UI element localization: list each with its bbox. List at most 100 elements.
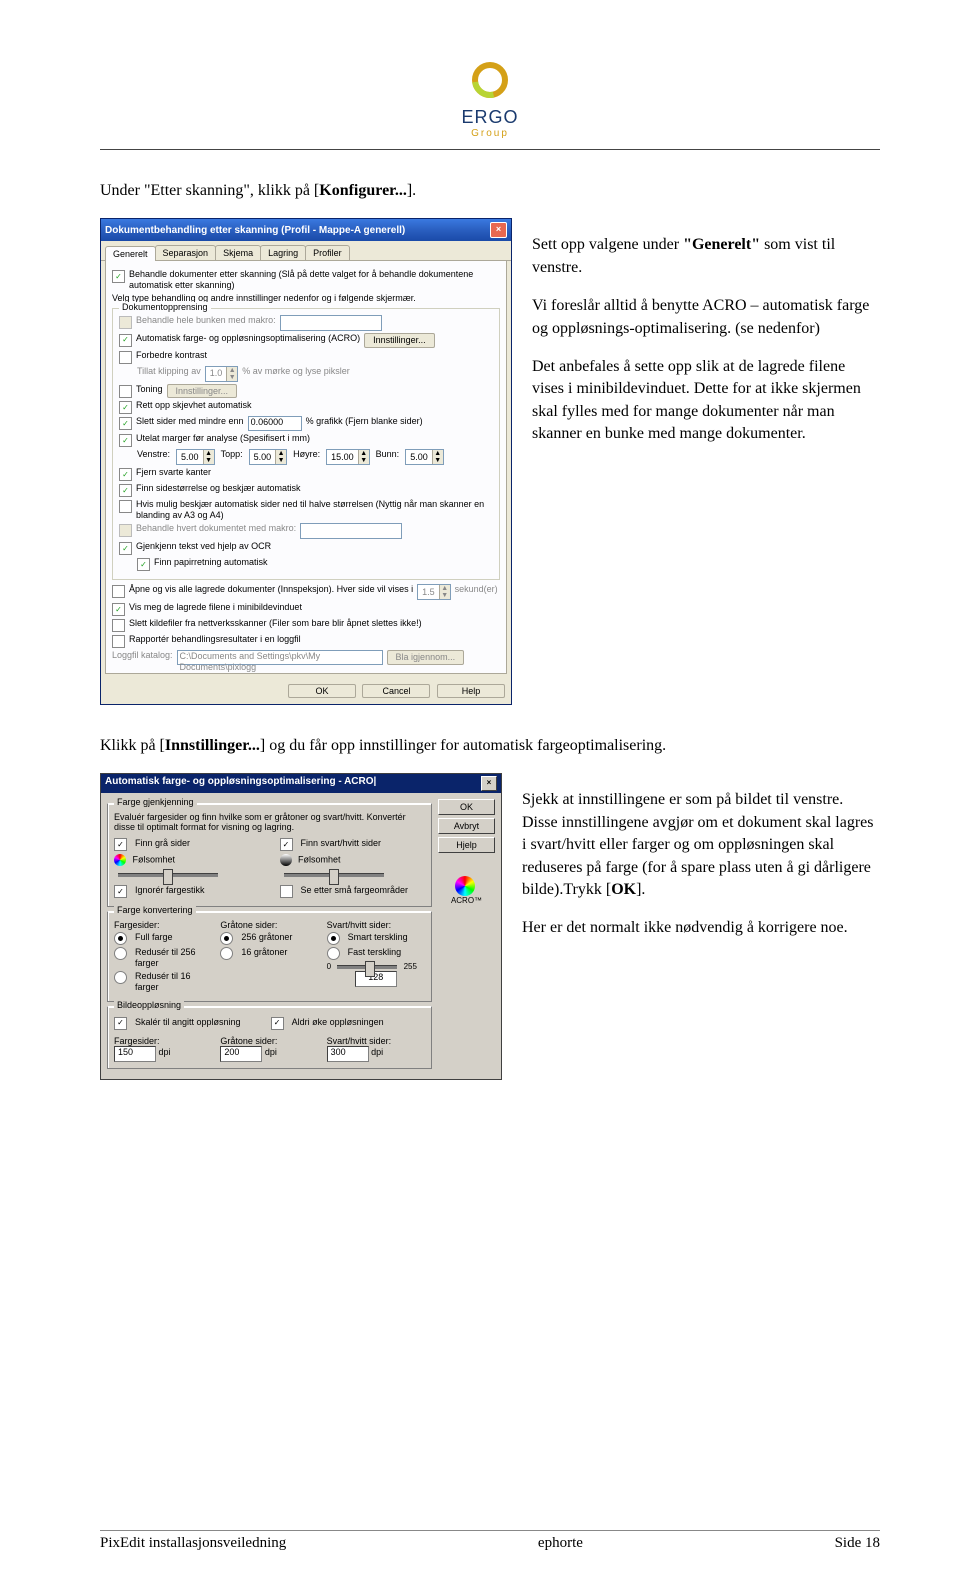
group-konvertering: Farge konvertering Fargesider: Full farg…	[107, 911, 432, 1001]
slider-fols1[interactable]	[114, 869, 260, 879]
slider-fols2[interactable]	[280, 869, 426, 879]
rad-16[interactable]: Redusér til 16 farger	[114, 971, 212, 993]
btn-help[interactable]: Help	[437, 684, 505, 698]
btn-ok2[interactable]: OK	[438, 799, 495, 815]
chk-hvis[interactable]: Hvis mulig beskjær automatisk sider ned …	[119, 499, 493, 521]
dialog1-titlebar: Dokumentbehandling etter skanning (Profi…	[101, 219, 511, 241]
chk-slettkilde[interactable]: Slett kildefiler fra nettverksskanner (F…	[112, 618, 500, 632]
chk-behandle-hvert[interactable]: Behandle hvert dokumentet med makro:	[119, 523, 493, 539]
dpi-sh[interactable]: 300	[327, 1046, 369, 1062]
lbl-farge: Fargesider:	[114, 920, 212, 930]
gjenkj-text: Evaluér fargesider og finn hvilke som er…	[114, 812, 425, 832]
group-dokumentopprensing: Dokumentopprensing Behandle hele bunken …	[112, 308, 500, 580]
right-col-2: Sjekk at innstillingene er som på bildet…	[522, 773, 880, 1079]
dialog1-tabs: Generelt Separasjon Skjema Lagring Profi…	[101, 241, 511, 261]
chk-acro[interactable]: ✓Automatisk farge- og oppløsningsoptimal…	[119, 333, 493, 348]
p-generelt: Sett opp valgene under "Generelt" som vi…	[532, 234, 880, 279]
tab-separasjon[interactable]: Separasjon	[155, 245, 217, 260]
lbl-sh: Svart/hvitt sider:	[327, 920, 425, 930]
dpi-farge[interactable]: 150	[114, 1046, 156, 1062]
row-fols2: Følsomhet	[280, 854, 426, 866]
chk-toning[interactable]: Toning Innstillinger...	[119, 384, 493, 399]
spin-venstre[interactable]: 5.00▲▼	[176, 449, 215, 465]
chk-ocr[interactable]: ✓Gjenkjenn tekst ved hjelp av OCR	[119, 541, 493, 555]
chk-finn-graa[interactable]: ✓Finn grå sider	[114, 838, 260, 851]
terskel-row: 0 255	[327, 962, 425, 971]
btn-ok[interactable]: OK	[288, 684, 356, 698]
rad-full[interactable]: Full farge	[114, 932, 212, 945]
dialog2-side-buttons: OK Avbryt Hjelp ACRO™	[438, 799, 495, 1072]
tab-profiler[interactable]: Profiler	[305, 245, 350, 260]
chk-finn[interactable]: ✓Finn sidestørrelse og beskjær automatis…	[119, 483, 493, 497]
chk-behandle-etter[interactable]: ✓Behandle dokumenter etter skanning (Slå…	[112, 269, 500, 291]
btn-cancel[interactable]: Cancel	[362, 684, 430, 698]
spin-topp[interactable]: 5.00▲▼	[249, 449, 288, 465]
dpi-graa[interactable]: 200	[220, 1046, 262, 1062]
chk-kontrast[interactable]: Forbedre kontrast	[119, 350, 493, 364]
logo-sub: Group	[100, 128, 880, 139]
btn-innstillinger[interactable]: Innstillinger...	[364, 333, 435, 348]
acro-logo: ACRO™	[438, 876, 495, 905]
footer-left: PixEdit installasjonsveiledning	[100, 1535, 286, 1552]
top-divider	[100, 149, 880, 150]
chk-vis[interactable]: ✓Vis meg de lagrede filene i minibildevi…	[112, 602, 500, 616]
input-slett[interactable]: 0.06000	[248, 416, 302, 431]
page-footer: PixEdit installasjonsveiledning ephorte …	[100, 1530, 880, 1552]
terskel-slider[interactable]	[337, 965, 397, 969]
input-logg[interactable]: C:\Documents and Settings\pkv\My Documen…	[177, 650, 383, 665]
chk-skaler[interactable]: ✓Skalér til angitt oppløsning	[114, 1017, 241, 1030]
makro-dropdown[interactable]	[280, 315, 382, 331]
group-opplosning: Bildeoppløsning ✓Skalér til angitt opplø…	[107, 1006, 432, 1069]
chk-fjern[interactable]: ✓Fjern svarte kanter	[119, 467, 493, 481]
chk-papir[interactable]: ✓Finn papirretning automatisk	[137, 557, 493, 571]
p-her: Her er det normalt ikke nødvendig å korr…	[522, 917, 880, 939]
spin-bunn[interactable]: 5.00▲▼	[405, 449, 444, 465]
intro-line: Under "Etter skanning", klikk på [Konfig…	[100, 180, 880, 202]
grey-icon	[280, 854, 292, 866]
chk-apne[interactable]: Åpne og vis alle lagrede dokumenter (Inn…	[112, 584, 500, 600]
chk-behandle-bunke[interactable]: Behandle hele bunken med makro:	[119, 315, 493, 331]
rad-g16[interactable]: 16 gråtoner	[220, 947, 318, 960]
btn-hjelp[interactable]: Hjelp	[438, 837, 495, 853]
spin-sek[interactable]: 1.5▲▼	[417, 584, 451, 600]
rad-fast[interactable]: Fast terskling	[327, 947, 425, 960]
p-sjekk: Sjekk at innstillingene er som på bildet…	[522, 789, 880, 901]
tab-skjema[interactable]: Skjema	[215, 245, 261, 260]
logo-block: ERGO Group	[100, 60, 880, 139]
rad-g256[interactable]: 256 gråtoner	[220, 932, 318, 945]
tab-lagring[interactable]: Lagring	[260, 245, 306, 260]
logo-icon	[470, 60, 510, 100]
spin-hoyre[interactable]: 15.00▲▼	[326, 449, 370, 465]
color-icon	[114, 854, 126, 866]
btn-avbryt[interactable]: Avbryt	[438, 818, 495, 834]
footer-right: Side 18	[835, 1535, 880, 1552]
lbl-farge2: Fargesider:	[114, 1036, 212, 1046]
btn-bla[interactable]: Bla igjennom...	[387, 650, 465, 665]
chk-rapporter[interactable]: Rapportér behandlingsresultater i en log…	[112, 634, 500, 648]
rad-256[interactable]: Redusér til 256 farger	[114, 947, 212, 969]
acro-icon	[455, 876, 475, 896]
dialog1-buttons: OK Cancel Help	[101, 678, 511, 704]
close-icon[interactable]: ×	[490, 222, 507, 238]
chk-slett[interactable]: ✓Slett sider med mindre enn 0.06000 % gr…	[119, 416, 493, 431]
row-fols1: Følsomhet	[114, 854, 260, 866]
btn-toning-innst[interactable]: Innstillinger...	[167, 384, 238, 399]
chk-aldri[interactable]: ✓Aldri øke oppløsningen	[271, 1017, 384, 1030]
makro2-dropdown[interactable]	[300, 523, 402, 539]
chk-se-etter[interactable]: Se etter små fargeområder	[280, 885, 426, 898]
chk-rett[interactable]: ✓Rett opp skjevhet automatisk	[119, 400, 493, 414]
row-margins: Venstre:5.00▲▼ Topp:5.00▲▼ Høyre:15.00▲▼…	[137, 449, 493, 465]
tab-generelt[interactable]: Generelt	[105, 246, 156, 261]
chk-utelat[interactable]: ✓Utelat marger før analyse (Spesifisert …	[119, 433, 493, 447]
close-icon[interactable]: ×	[481, 776, 497, 791]
dialog2-panel: Farge gjenkjenning Evaluér fargesider og…	[101, 793, 501, 1078]
rad-smart[interactable]: Smart terskling	[327, 932, 425, 945]
terskel-val[interactable]: 128	[355, 971, 397, 987]
spin-tillat[interactable]: 1.0▲▼	[205, 366, 239, 382]
right-col-1: Sett opp valgene under "Generelt" som vi…	[532, 218, 880, 705]
dialog2-title: Automatisk farge- og oppløsningsoptimali…	[105, 776, 376, 791]
chk-finn-sh[interactable]: ✓Finn svart/hvitt sider	[280, 838, 426, 851]
logo-name: ERGO	[100, 107, 880, 128]
chk-ignorer[interactable]: ✓Ignorér fargestikk	[114, 885, 260, 898]
dialog1-title: Dokumentbehandling etter skanning (Profi…	[105, 225, 405, 236]
